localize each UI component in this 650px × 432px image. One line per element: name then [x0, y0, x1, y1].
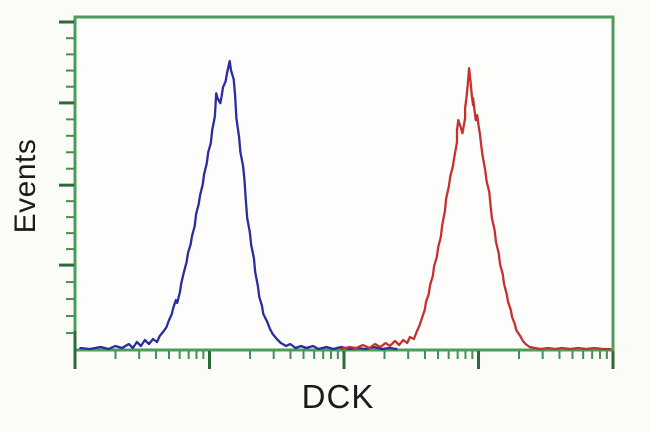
x-axis-ticks: [73, 331, 615, 369]
x-axis-label: DCK: [301, 378, 375, 415]
plot-frame: [73, 15, 615, 352]
y-axis-label: Events: [9, 138, 42, 234]
series-blue-peak-curve: [79, 59, 398, 351]
y-axis-ticks: [59, 20, 74, 335]
series-red-peak-curve: [340, 67, 612, 351]
